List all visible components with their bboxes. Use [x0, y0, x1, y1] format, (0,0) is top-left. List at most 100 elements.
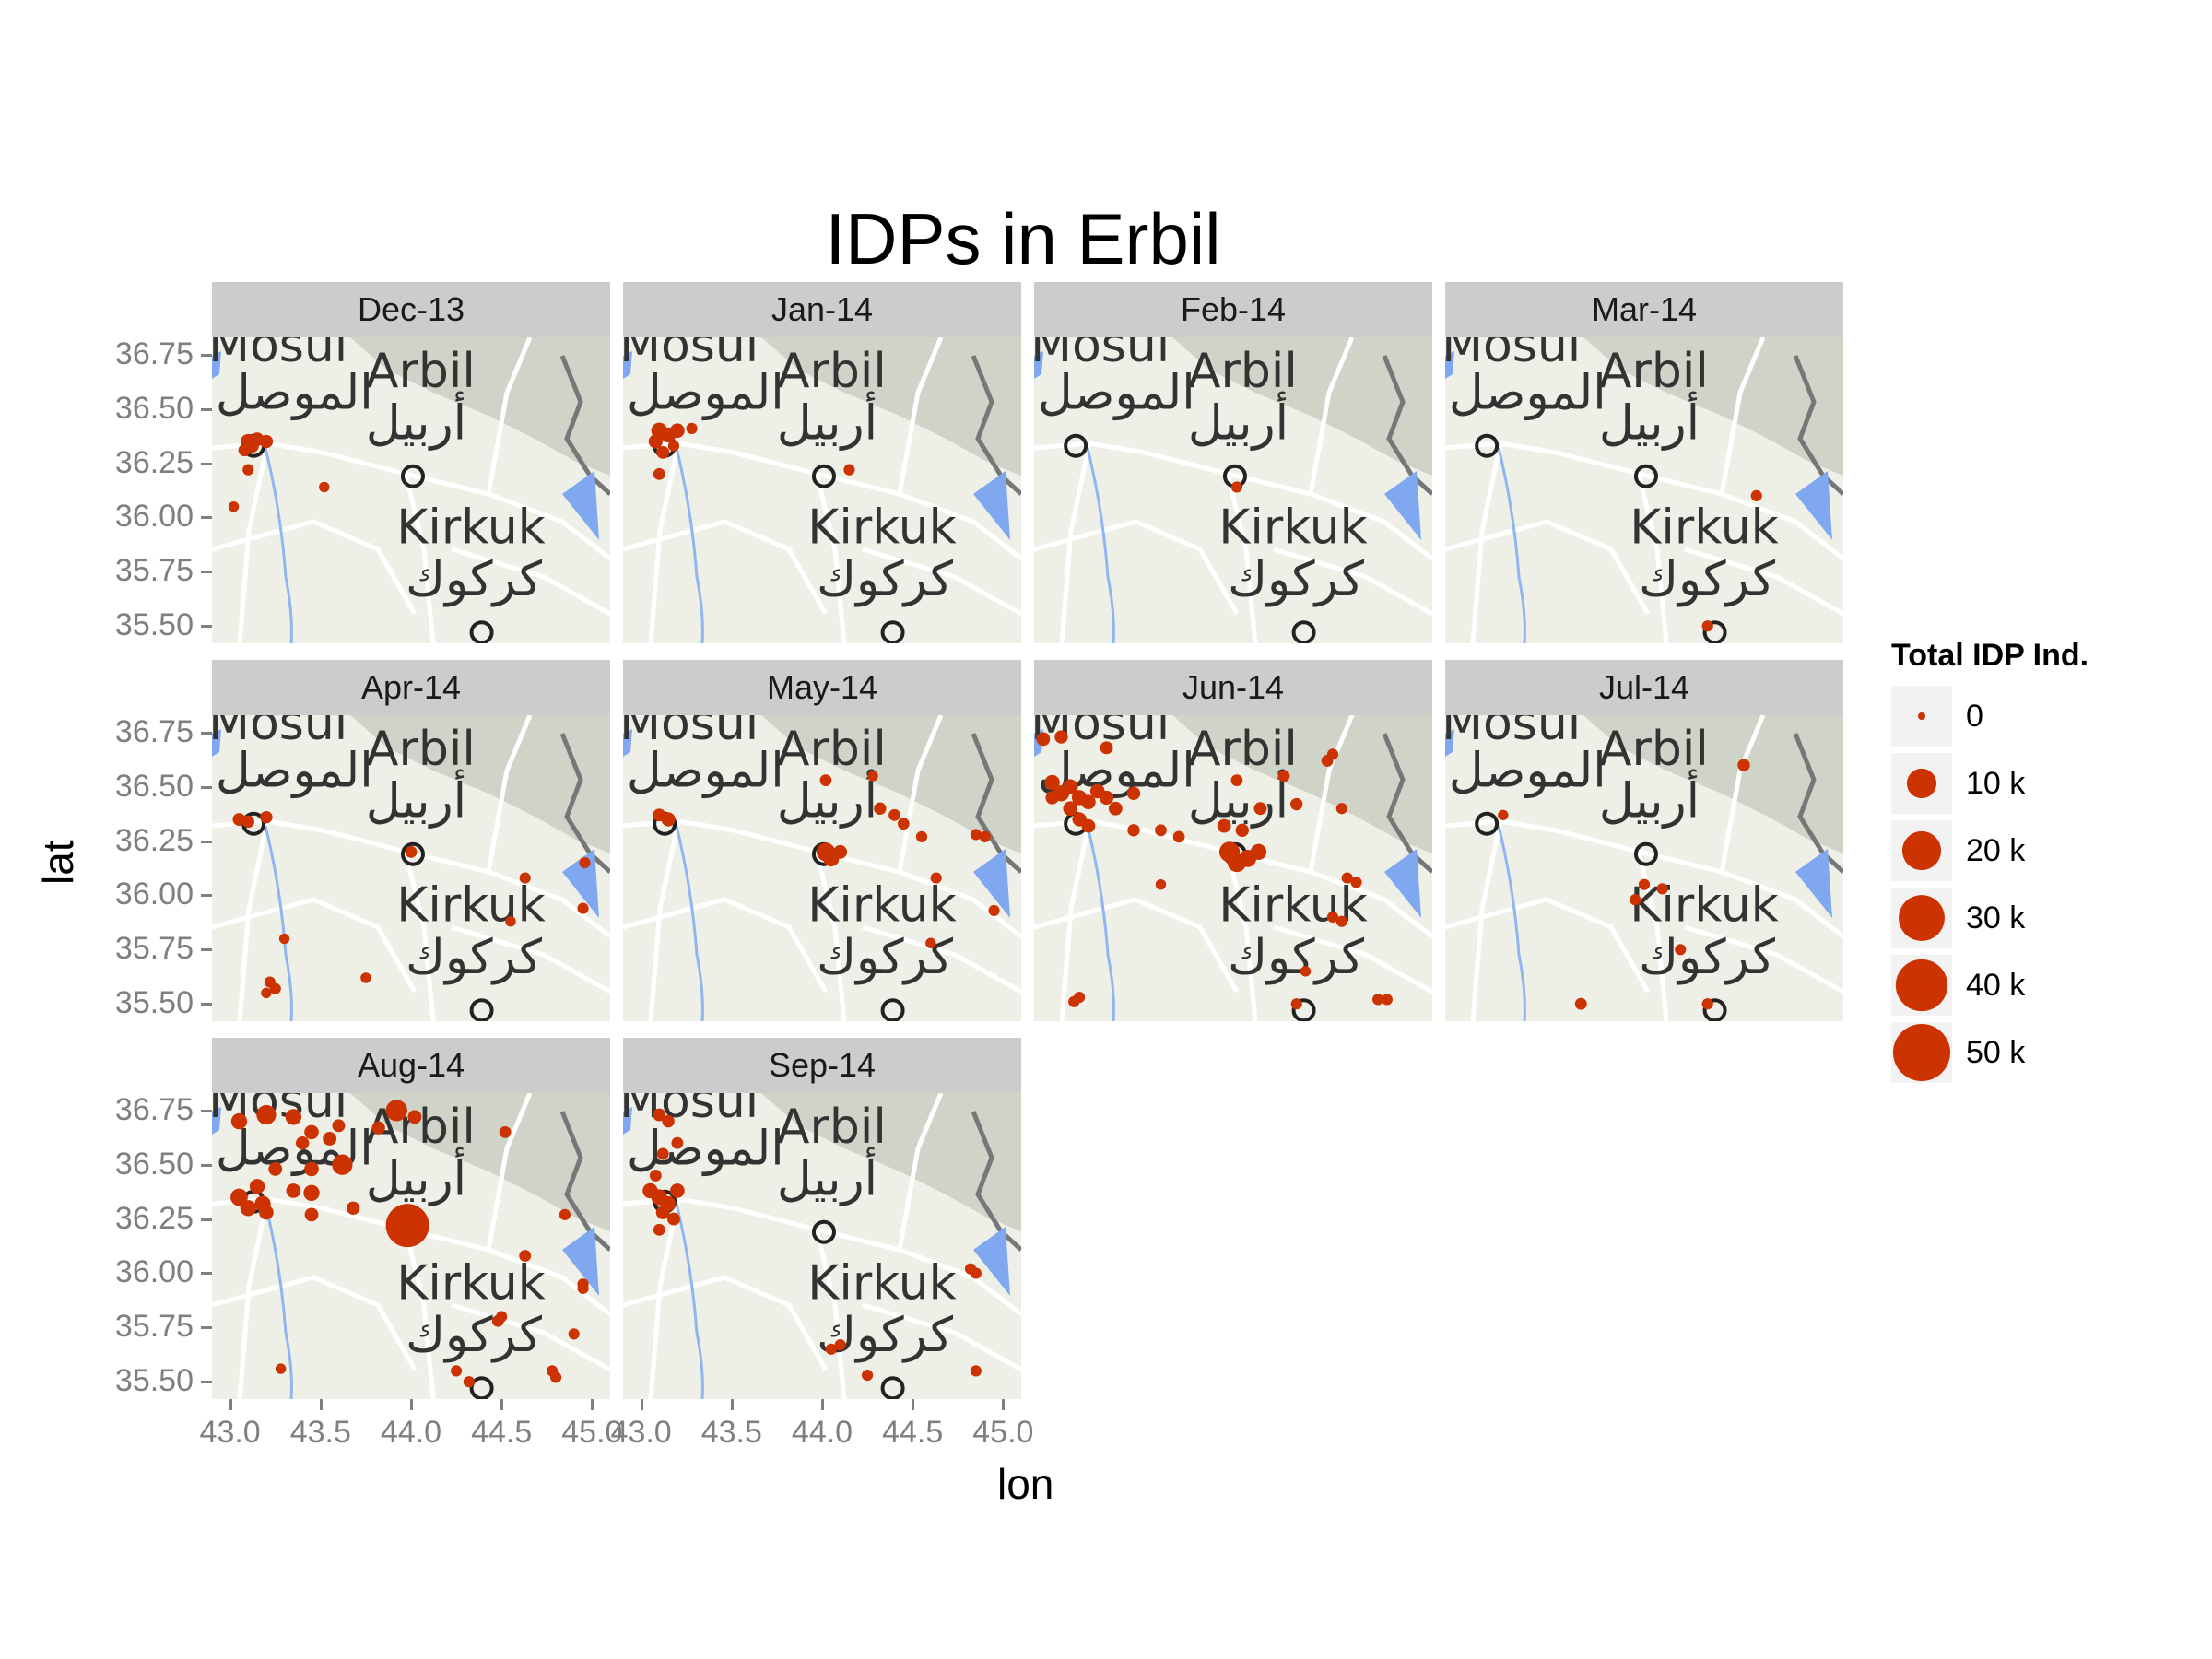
- idp-point: [304, 1207, 319, 1222]
- road: [1721, 869, 1843, 938]
- idp-point: [988, 904, 1000, 917]
- x-tick-label: 44.5: [882, 1415, 944, 1450]
- legend-label: 30 k: [1966, 900, 2026, 935]
- city-marker: [880, 620, 905, 643]
- y-tick-mark: [201, 731, 212, 735]
- map-label: Kirkuk: [807, 1256, 957, 1312]
- idp-point: [319, 481, 330, 493]
- x-tick-label: 45.0: [972, 1415, 1034, 1450]
- legend-title: Total IDP Ind.: [1891, 638, 2089, 673]
- map-label: Arbil: [366, 344, 476, 399]
- idp-point: [686, 422, 698, 434]
- city-marker: [1291, 620, 1316, 643]
- lake: [973, 1227, 1010, 1296]
- idp-point: [1290, 998, 1302, 1010]
- idp-point: [825, 1343, 837, 1355]
- idp-point: [275, 1363, 287, 1374]
- x-tick-label: 43.5: [700, 1415, 762, 1450]
- idp-point: [450, 1365, 463, 1377]
- idp-point: [559, 1208, 571, 1220]
- road: [623, 818, 900, 875]
- x-tick-mark: [1002, 1399, 1006, 1410]
- city-marker: [811, 1219, 836, 1244]
- road: [1225, 851, 1258, 1021]
- idp-point: [499, 1125, 512, 1138]
- x-tick-label: 43.0: [199, 1415, 261, 1450]
- road: [1225, 473, 1258, 643]
- facet-strip-label: May-14: [623, 660, 1021, 715]
- facet-strip-label: Feb-14: [1034, 282, 1432, 337]
- idp-point: [670, 1183, 685, 1198]
- road: [1034, 897, 1240, 994]
- map-label: Kirkuk: [807, 500, 957, 556]
- road: [1059, 442, 1092, 643]
- water-edge: [1034, 351, 1043, 379]
- y-tick-mark: [201, 840, 212, 843]
- idp-point: [1371, 994, 1384, 1006]
- idp-point: [1253, 802, 1267, 816]
- idp-point: [1381, 994, 1394, 1006]
- map-label: Arbil: [1188, 722, 1298, 777]
- idp-point: [577, 1282, 589, 1295]
- facet-strip-label: Sep-14: [623, 1038, 1021, 1093]
- idp-point: [656, 1147, 669, 1160]
- road: [623, 897, 829, 994]
- road: [862, 547, 1021, 617]
- y-tick-mark: [201, 571, 212, 574]
- city-marker: [469, 1376, 494, 1399]
- idp-point: [649, 1170, 662, 1182]
- idp-point: [269, 982, 281, 994]
- idp-point: [259, 434, 274, 449]
- x-tick-label: 44.0: [380, 1415, 442, 1450]
- y-tick-label: 35.75: [114, 931, 194, 967]
- idp-point: [1335, 803, 1347, 815]
- y-tick-label: 35.75: [114, 553, 194, 589]
- city-marker: [1064, 433, 1088, 458]
- y-tick-mark: [201, 353, 212, 357]
- terrain-shading: [1583, 337, 1843, 476]
- y-tick-label: 36.50: [114, 768, 194, 804]
- idp-point: [833, 844, 848, 859]
- road: [897, 715, 944, 873]
- legend-point: [1906, 768, 1937, 799]
- city-marker: [1702, 998, 1727, 1021]
- idp-point: [861, 1370, 874, 1382]
- river: [264, 1203, 293, 1399]
- idp-point: [867, 771, 878, 782]
- idp-point: [505, 915, 516, 927]
- city-marker: [880, 998, 905, 1021]
- road: [1636, 473, 1669, 643]
- x-tick-mark: [821, 1399, 824, 1410]
- facet-strip-label: Jan-14: [623, 282, 1021, 337]
- idp-point: [228, 500, 240, 512]
- idp-point: [970, 1365, 982, 1377]
- y-tick-label: 36.00: [114, 1254, 194, 1290]
- y-tick-mark: [201, 1326, 212, 1330]
- mountain-ridge: [971, 733, 1021, 874]
- city-marker: [1633, 841, 1658, 866]
- road: [862, 1302, 1021, 1372]
- road: [488, 1247, 610, 1316]
- y-tick-label: 36.75: [114, 713, 194, 749]
- road: [899, 869, 1021, 938]
- x-tick-label: 45.0: [561, 1415, 623, 1450]
- lake: [1384, 471, 1421, 540]
- legend-key: [1891, 1022, 1952, 1083]
- map-label: الموصل: [627, 366, 784, 421]
- city-marker: [469, 998, 494, 1021]
- x-tick-mark: [410, 1399, 413, 1410]
- idp-point: [577, 902, 589, 914]
- water-edge: [623, 729, 632, 757]
- legend-key: [1891, 820, 1952, 881]
- legend-key: [1891, 955, 1952, 1016]
- legend-point: [1901, 830, 1942, 871]
- idp-point: [242, 464, 254, 476]
- idp-point: [970, 1267, 982, 1279]
- idp-point: [1300, 966, 1312, 977]
- y-tick-label: 36.75: [114, 335, 194, 371]
- legend-label: 40 k: [1966, 968, 2026, 1003]
